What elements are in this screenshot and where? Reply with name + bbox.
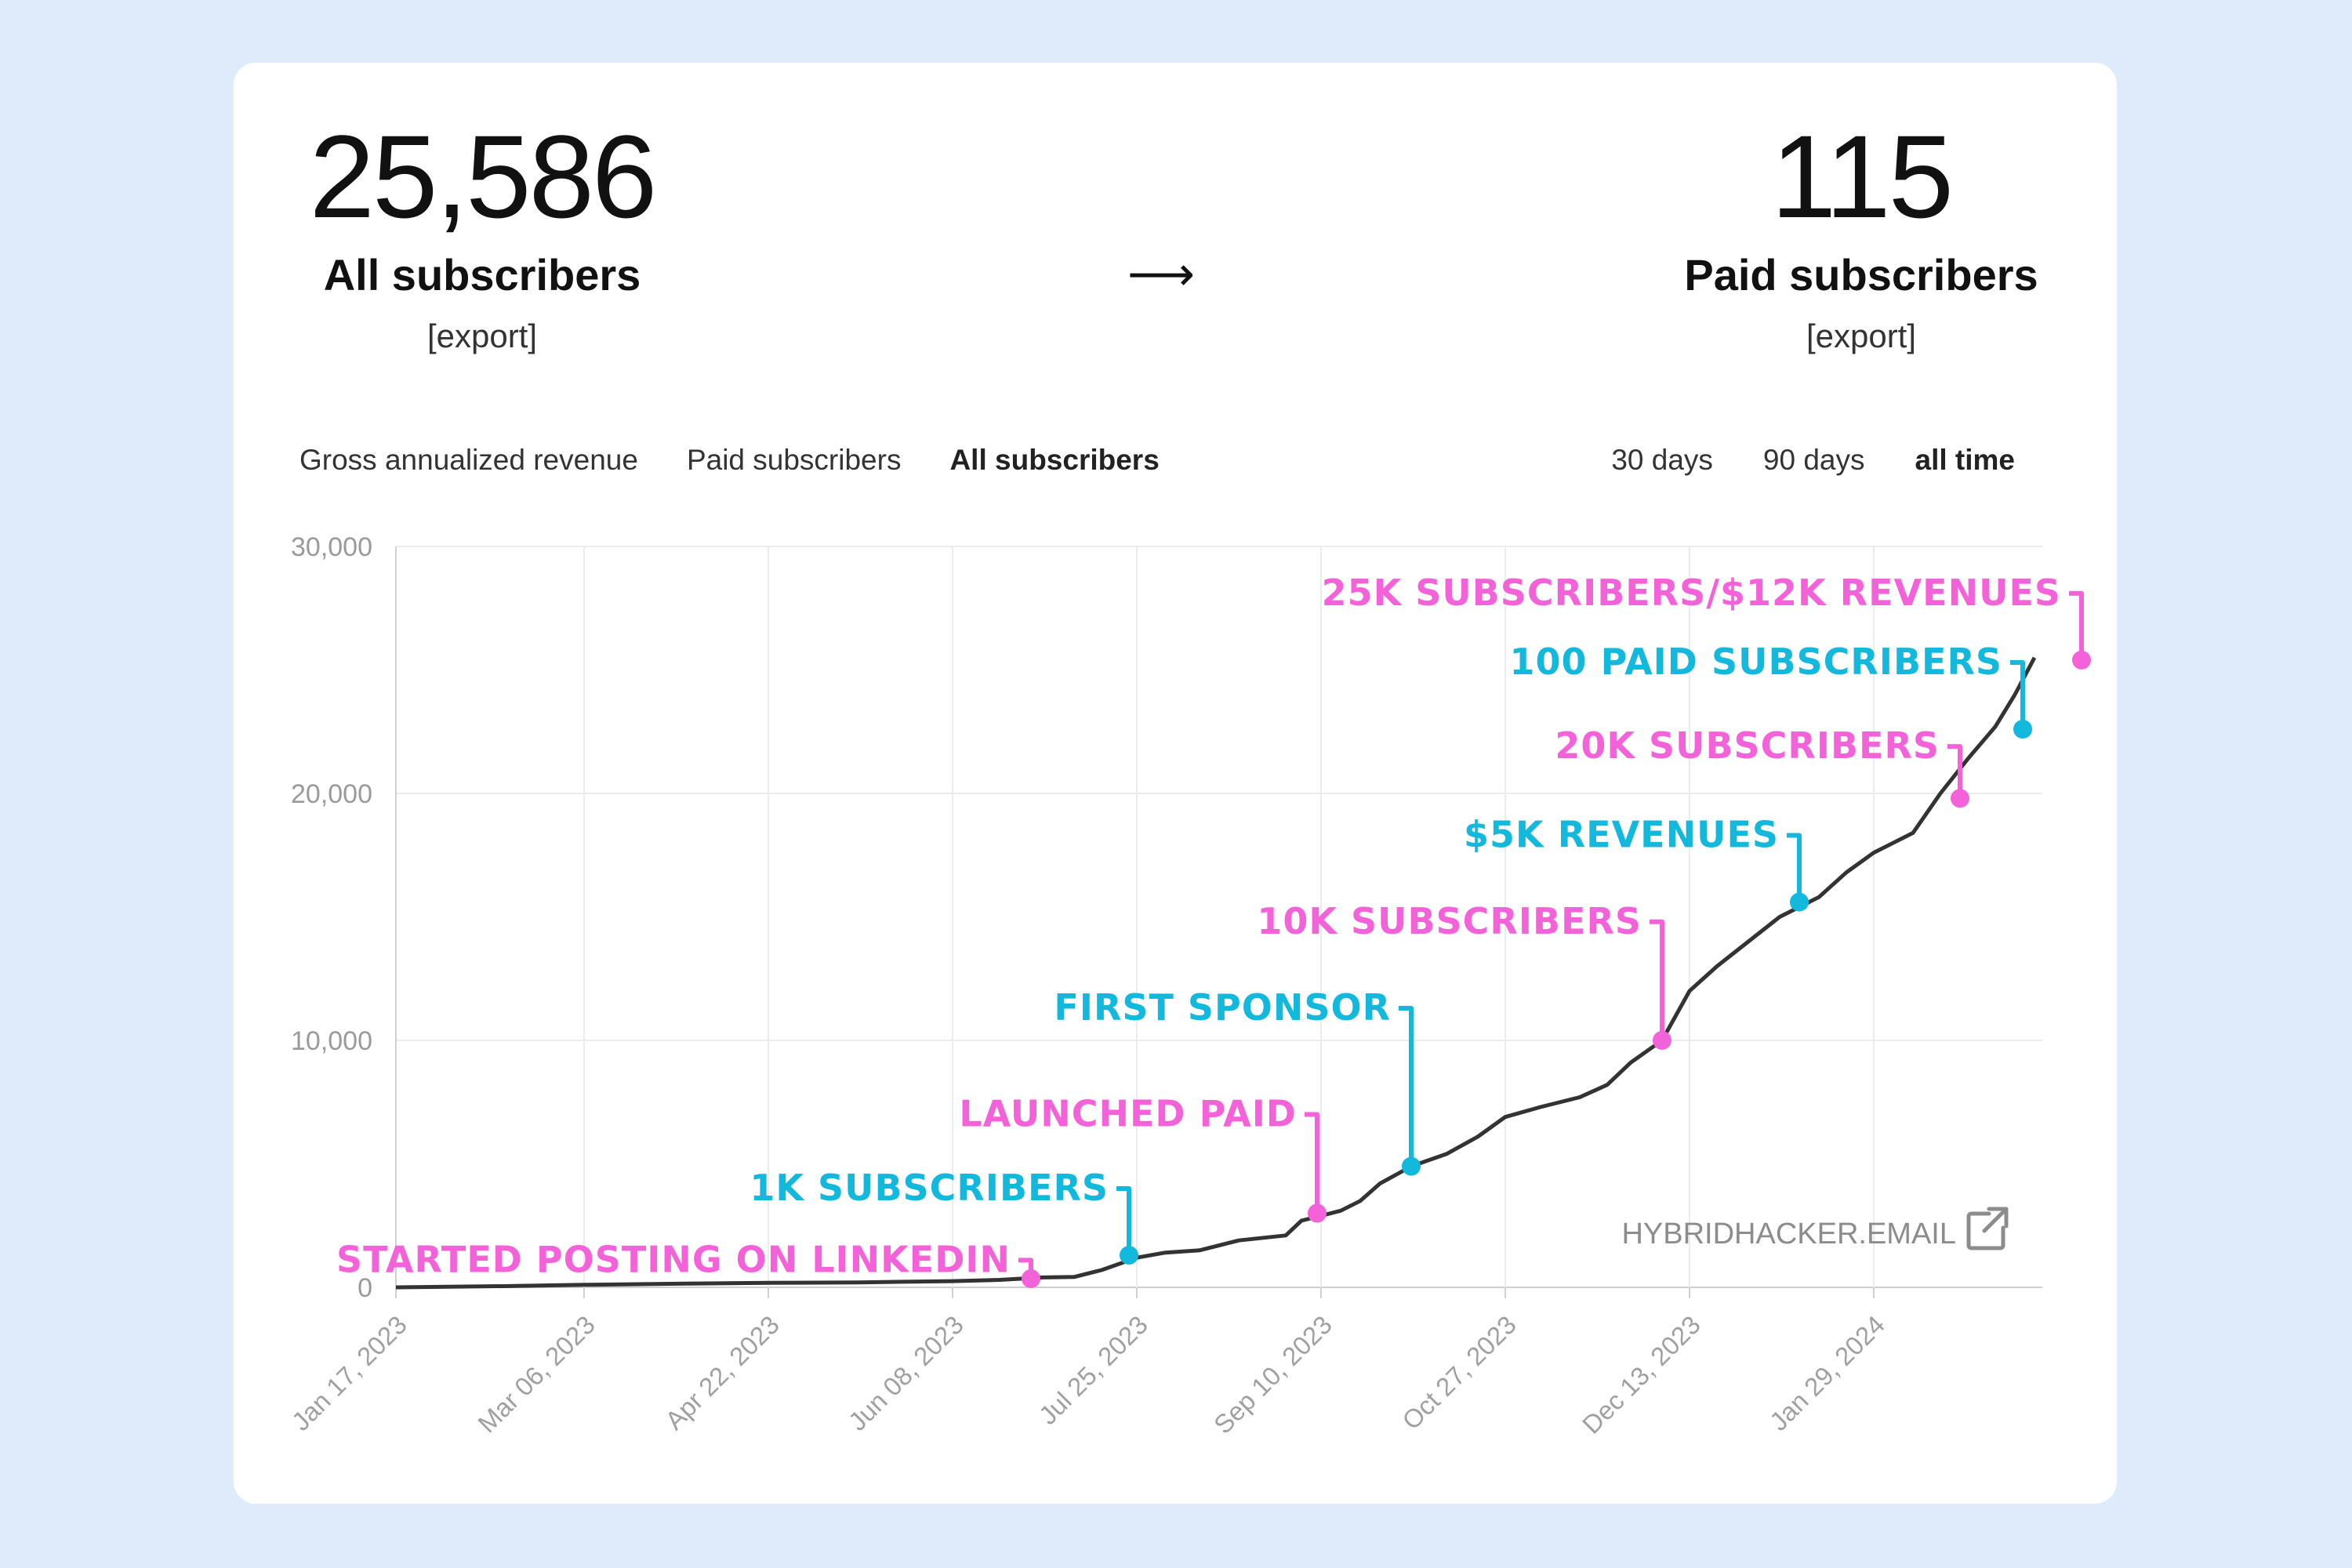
- milestone-annotation: LAUNCHED PAID: [959, 1093, 1327, 1223]
- watermark-text: HYBRIDHACKER.EMAIL: [1621, 1218, 1956, 1250]
- milestone-label: FIRST SPONSOR: [1054, 986, 1391, 1029]
- x-tick-label: Dec 13, 2023: [1577, 1310, 1706, 1439]
- y-tick-label: 0: [358, 1273, 372, 1303]
- milestone-annotation: 25K SUBSCRIBERS/$12K REVENUES: [1322, 572, 2091, 670]
- tab-paid-subscribers[interactable]: Paid subscribers: [686, 444, 902, 476]
- metric-tabs: Gross annualized revenue Paid subscriber…: [299, 444, 1160, 477]
- x-tick-label: Jul 25, 2023: [1033, 1310, 1153, 1430]
- x-tick-label: Jan 17, 2023: [286, 1310, 412, 1436]
- x-tick-label: Jun 08, 2023: [843, 1310, 969, 1436]
- milestone-leader-line: [1399, 1006, 1414, 1167]
- milestone-label: 10K SUBSCRIBERS: [1257, 900, 1642, 942]
- milestone-dot: [1308, 1203, 1327, 1223]
- milestone-leader-line: [1305, 1112, 1319, 1214]
- external-link-icon-box: [1966, 1211, 2005, 1250]
- range-30-days[interactable]: 30 days: [1611, 444, 1713, 476]
- milestone-dot: [2013, 720, 2032, 739]
- all-subscribers-export-link[interactable]: [export]: [426, 318, 538, 354]
- milestone-leader-line: [1116, 1186, 1131, 1256]
- milestone-annotation: 20K SUBSCRIBERS: [1555, 724, 1969, 808]
- milestone-label: LAUNCHED PAID: [959, 1093, 1297, 1135]
- milestone-dot: [1402, 1156, 1421, 1176]
- milestone-leader-line: [2010, 660, 2025, 730]
- milestone-annotation: 100 PAID SUBSCRIBERS: [1510, 641, 2032, 739]
- arrow-right-icon: ⟶: [1127, 248, 1196, 300]
- paid-subscribers-label: Paid subscribers: [1684, 250, 2038, 299]
- x-tick-label: Mar 06, 2023: [472, 1310, 601, 1439]
- y-tick-label: 10,000: [291, 1026, 372, 1056]
- x-tick-label: Oct 27, 2023: [1396, 1310, 1522, 1436]
- milestone-annotation: $5K REVENUES: [1464, 814, 1809, 912]
- milestone-dot: [1653, 1031, 1671, 1050]
- paid-subscribers-export-link[interactable]: [export]: [1806, 318, 1917, 354]
- x-tick-label: Apr 22, 2023: [659, 1310, 785, 1436]
- external-link-icon: [1966, 1207, 2009, 1250]
- y-tick-label: 20,000: [291, 779, 372, 809]
- tab-all-subscribers[interactable]: All subscribers: [949, 444, 1160, 476]
- milestone-label: $5K REVENUES: [1464, 814, 1779, 856]
- external-link-icon-arrow: [1982, 1207, 2009, 1233]
- y-tick-label: 30,000: [291, 532, 372, 562]
- milestone-annotation: 10K SUBSCRIBERS: [1257, 900, 1671, 1050]
- milestone-dot: [1790, 892, 1809, 912]
- tab-gross-annualized-revenue[interactable]: Gross annualized revenue: [299, 444, 638, 476]
- milestone-annotation: FIRST SPONSOR: [1054, 986, 1421, 1176]
- range-all-time[interactable]: all time: [1915, 444, 2016, 476]
- all-subscribers-stat: 25,586 All subscribers [export]: [263, 118, 702, 355]
- dashboard-card: 25,586 All subscribers [export] ⟶ 115 Pa…: [234, 63, 2117, 1504]
- paid-subscribers-stat: 115 Paid subscribers [export]: [1642, 118, 2081, 355]
- milestone-dot: [1951, 789, 1969, 808]
- x-tick-label: Jan 29, 2024: [1764, 1310, 1890, 1436]
- milestone-dot: [1022, 1269, 1040, 1288]
- all-subscribers-label: All subscribers: [323, 250, 641, 299]
- all-subscribers-count: 25,586: [309, 111, 658, 242]
- milestone-leader-line: [1947, 744, 1962, 799]
- milestone-label: 1K SUBSCRIBERS: [750, 1167, 1109, 1209]
- milestone-leader-line: [1787, 833, 1802, 902]
- paid-subscribers-count: 115: [1770, 111, 1954, 242]
- milestone-leader-line: [2069, 590, 2084, 660]
- time-range-selector: 30 days 90 days all time: [1611, 444, 2015, 477]
- milestone-label: 25K SUBSCRIBERS/$12K REVENUES: [1322, 572, 2061, 614]
- milestone-label: STARTED POSTING ON LINKEDIN: [336, 1238, 1011, 1280]
- x-tick-label: Sep 10, 2023: [1208, 1310, 1338, 1439]
- milestone-annotation: 1K SUBSCRIBERS: [750, 1167, 1138, 1265]
- range-90-days[interactable]: 90 days: [1762, 444, 1865, 476]
- milestone-leader-line: [1650, 919, 1664, 1040]
- milestone-annotation: STARTED POSTING ON LINKEDIN: [336, 1238, 1040, 1288]
- milestone-label: 20K SUBSCRIBERS: [1555, 724, 1940, 767]
- milestone-label: 100 PAID SUBSCRIBERS: [1510, 641, 2002, 683]
- milestone-dot: [2072, 650, 2091, 670]
- milestone-dot: [1120, 1246, 1138, 1265]
